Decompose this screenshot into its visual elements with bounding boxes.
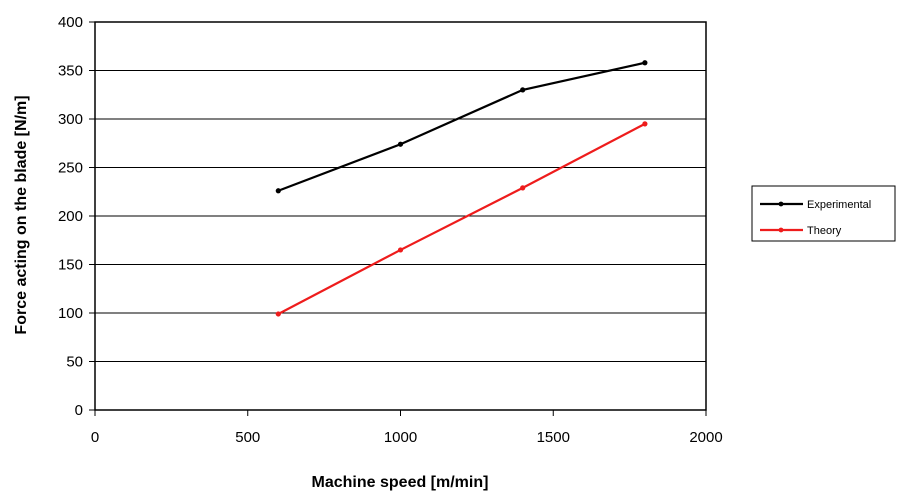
y-axis-title: Force acting on the blade [N/m] [13,95,30,334]
experimental-legend-marker [778,201,784,207]
theory-legend-marker [778,227,784,233]
y-tick-label: 100 [58,305,83,322]
experimental-data-point [275,188,281,194]
experimental-legend-label: Experimental [807,199,871,211]
legend: Experimental Theory [751,185,896,242]
experimental-data-point [397,141,404,147]
theory-legend-label: Theory [807,225,842,237]
gridlines [95,21,706,362]
x-tick-label: 1000 [384,429,417,446]
experimental-data-point [642,60,648,66]
x-axis-title: Machine speed [m/min] [312,474,489,491]
y-tick-label: 0 [75,402,83,419]
legend-box [751,185,896,242]
theory-data-point [520,185,526,191]
series-group [275,60,648,317]
x-axis-ticks: 0 500 1000 1500 2000 [91,410,723,446]
theory-data-point [397,247,404,253]
y-tick-label: 350 [58,63,83,80]
experimental-series-line [277,61,646,192]
theory-data-point [275,311,281,317]
x-tick-label: 2000 [689,429,722,446]
experimental-data-point [520,87,526,93]
y-tick-label: 250 [58,160,83,177]
y-tick-label: 300 [58,111,83,128]
y-tick-label: 200 [58,208,83,225]
y-tick-label: 150 [58,257,83,274]
x-tick-label: 0 [91,429,99,446]
y-tick-label: 50 [66,354,83,371]
x-tick-label: 500 [235,429,260,446]
theory-data-point [642,121,648,127]
y-axis-ticks: 0 50 100 150 200 250 300 350 400 [58,14,95,419]
y-tick-label: 400 [58,14,83,31]
x-tick-label: 1500 [537,429,570,446]
theory-series-line [277,122,646,315]
